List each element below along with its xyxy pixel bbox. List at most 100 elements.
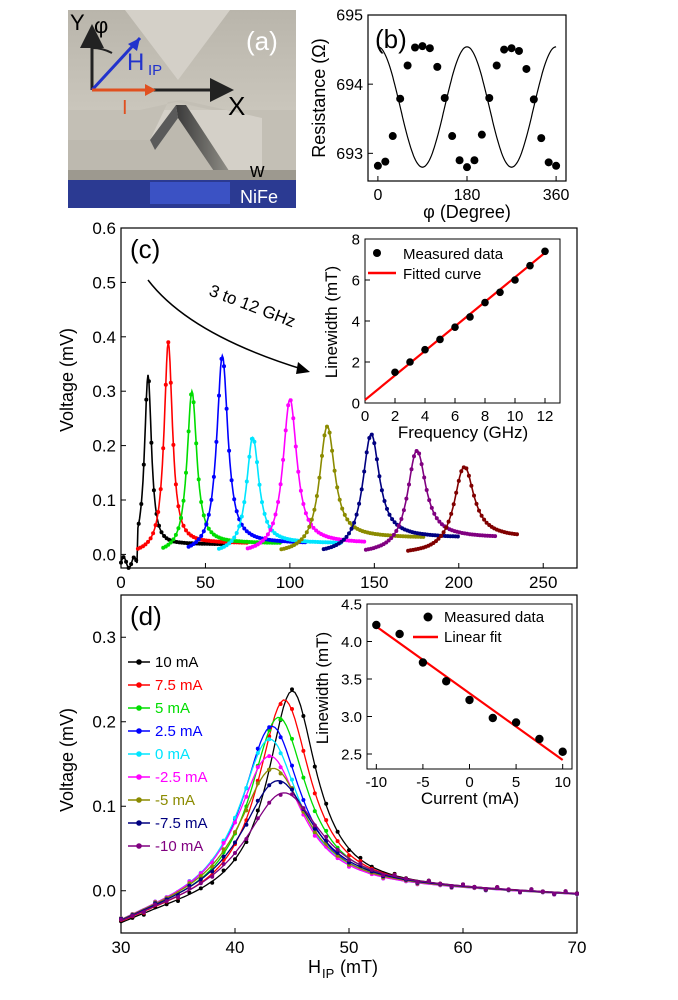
panel-c-point	[434, 516, 439, 521]
film-layer	[68, 170, 296, 180]
panel-b-point	[514, 46, 523, 55]
panel-d-legend: 10 mA 7.5 mA 5 mA 2.5 mA 0 mA -2.5 mA -5 mA -7.…	[128, 654, 208, 855]
panel-c-inset-ylabel: Linewidth (mT)	[322, 266, 341, 378]
panel-c-point	[354, 512, 359, 517]
panel-d-inset-xtick-label-3: 5	[512, 774, 520, 791]
panel-c-point	[196, 537, 201, 542]
panel-c-point	[156, 510, 161, 514]
current-arrowhead	[145, 84, 156, 96]
panel-d-inset-ytick-label-2: 3.5	[341, 671, 362, 688]
panel-c-point	[146, 539, 150, 544]
panel-d-xtick-label-2: 50	[340, 938, 359, 957]
panel-d-inset-point	[535, 734, 544, 744]
panel-c-inset-point	[451, 323, 459, 331]
panel-c-point	[317, 475, 322, 480]
panel-d-point	[312, 764, 317, 769]
panel-d-point	[221, 854, 226, 859]
panel-c-point	[239, 514, 244, 519]
panel-d-point	[438, 881, 443, 886]
panel-d-point	[278, 765, 283, 770]
panel-c-point	[171, 442, 176, 447]
panel-d-point	[301, 775, 306, 780]
panel-d-point	[221, 841, 226, 845]
panel-d-point	[312, 826, 317, 831]
panel-c-inset-ytick-label-0: 0	[352, 395, 360, 412]
panel-c-point	[347, 531, 351, 536]
panel-d-inset-point	[488, 713, 497, 723]
panel-c-point	[482, 517, 487, 522]
panel-c-inset-xlabel: Frequency (GHz)	[398, 423, 528, 442]
panel-b-point	[477, 130, 486, 139]
panel-d-point	[324, 801, 329, 806]
constriction-region	[68, 100, 296, 170]
panel-c-inset-point	[511, 276, 519, 284]
panel-c-point	[479, 513, 484, 518]
panel-d-xtick-label-4: 70	[568, 938, 587, 957]
panel-d-inset-legend-fit: Linear fit	[444, 629, 502, 646]
panel-b-point	[537, 134, 546, 143]
panel-c-point	[186, 429, 191, 434]
panel-d-point	[426, 878, 431, 883]
panel-c-xtick-label-2: 100	[276, 573, 304, 592]
panel-d-point	[221, 847, 226, 852]
panel-b-point	[440, 94, 449, 102]
panel-d-point	[290, 777, 294, 782]
panel-d-inset-xtick-label-4: 10	[554, 774, 571, 791]
panel-c-point	[149, 440, 154, 445]
panel-c-label-text: (c)	[130, 234, 160, 264]
panel-d-ylabel: Voltage (mV)	[57, 708, 77, 812]
panel-c-point	[126, 565, 131, 570]
panel-b-ytick-label-1: 694	[336, 77, 363, 94]
panel-d-ytick-label-3: 0.3	[92, 628, 116, 647]
panel-b-point	[381, 157, 390, 166]
panel-d-point	[290, 687, 294, 692]
panel-d-xtick-label-3: 60	[454, 938, 473, 957]
panel-d-inset-legend-measured: Measured data	[444, 609, 545, 626]
panel-c-xtick-label-1: 50	[196, 573, 215, 592]
panel-c-inset-legend-fit: Fitted curve	[403, 266, 481, 283]
panel-c-point	[322, 433, 327, 438]
panel-d-point	[244, 840, 249, 844]
panel-c-point	[199, 500, 204, 504]
panel-b-point	[433, 62, 442, 71]
panel-d-point	[290, 707, 294, 711]
panel-c-xtick-label-3: 150	[360, 573, 388, 592]
panel-d-point	[187, 883, 192, 888]
panel-c-point	[242, 526, 247, 531]
panel-d-inset-ytick-label-4: 4.5	[341, 596, 362, 613]
panel-c-inset-point	[541, 247, 549, 256]
panel-c-point	[341, 537, 346, 542]
panel-d-point	[552, 891, 557, 896]
panel-d-inset-point	[395, 629, 404, 639]
panel-c-point	[472, 493, 476, 498]
panel-d-inset-legend-marker	[423, 612, 433, 622]
panel-d-xlabel-main: H	[308, 957, 321, 977]
panel-c-point	[437, 519, 442, 524]
panel-c-point	[199, 534, 204, 538]
panel-c-point	[206, 526, 211, 531]
panel-c-point	[401, 508, 406, 513]
panel-d-point	[278, 751, 283, 756]
panel-d-point	[255, 746, 260, 751]
panel-c-point	[414, 449, 419, 453]
panel-d-legend-label-2: 5 mA	[155, 700, 190, 717]
panel-d-point	[233, 820, 237, 825]
panel-c-point	[255, 460, 259, 465]
panel-c-ytick-label-5: 0.5	[92, 273, 116, 292]
schematic-y-label: Y	[70, 10, 85, 35]
panel-c-inset-xtick-label-4: 8	[481, 408, 489, 425]
panel-d-point	[290, 736, 294, 741]
panel-c-point	[217, 393, 221, 398]
panel-d-legend-marker-4	[136, 751, 142, 757]
panel-c-point	[286, 403, 291, 408]
panel-d-point	[233, 857, 237, 862]
panel-d-point	[221, 868, 226, 873]
panel-c-point	[281, 457, 286, 462]
panel-c-inset-point	[391, 368, 399, 377]
panel-d-point	[369, 867, 374, 872]
panel-c-inset-xtick-label-3: 6	[451, 408, 459, 425]
panel-c-point	[278, 482, 283, 487]
panel-c-point	[260, 538, 265, 543]
panel-d-inset-xlabel: Current (mA)	[421, 789, 519, 808]
panel-c-point	[374, 457, 379, 462]
